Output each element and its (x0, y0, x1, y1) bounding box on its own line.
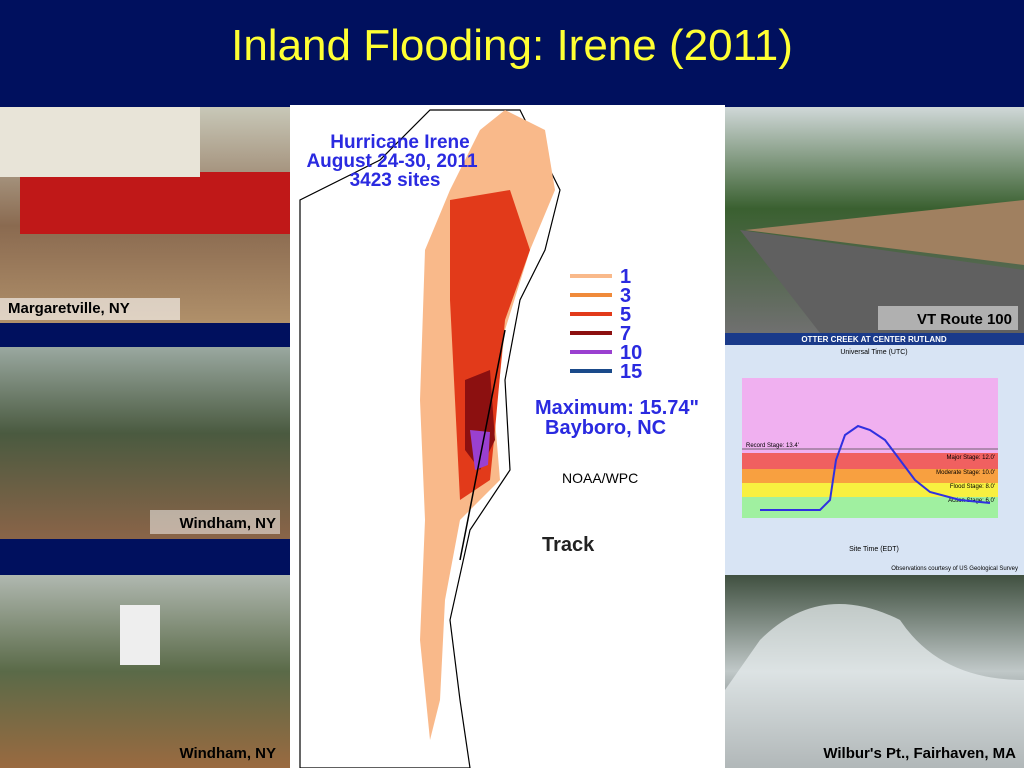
slide-title: Inland Flooding: Irene (2011) (231, 21, 793, 70)
stage-label: Flood Stage: 8.0' (950, 484, 995, 490)
caption-bg (150, 510, 280, 534)
track-line (459, 329, 506, 561)
photo-caption: VT Route 100 (917, 311, 1012, 328)
photo-detail (0, 107, 200, 177)
map-title: August 24-30, 2011 (306, 151, 478, 172)
legend-label: 15 (620, 361, 642, 383)
legend-label: 7 (620, 323, 631, 345)
legend-label: 10 (620, 342, 642, 364)
photo-detail (20, 172, 290, 234)
photo-caption: Windham, NY (179, 745, 276, 762)
photo-detail (120, 605, 160, 665)
map-location: Bayboro, NC (545, 417, 666, 439)
map-title: 3423 sites (350, 170, 441, 191)
legend-label: 1 (620, 266, 631, 288)
map-maximum: Maximum: 15.74" (535, 397, 699, 419)
rain-band (470, 430, 490, 470)
photo-detail (725, 604, 1024, 768)
map-source: NOAA/WPC (562, 470, 638, 486)
hydrograph-header (725, 333, 1024, 345)
photo (0, 575, 290, 768)
stage-label: Major Stage: 12.0' (946, 455, 995, 461)
photo-detail (745, 200, 1024, 265)
stage-band (742, 469, 998, 483)
photo (0, 347, 290, 539)
hydrograph-axis-label: Site Time (EDT) (849, 546, 899, 553)
photo-caption: Wilbur's Pt., Fairhaven, MA (823, 745, 1016, 762)
hydrograph-title: OTTER CREEK AT CENTER RUTLAND (801, 335, 947, 344)
legend-label: 3 (620, 285, 631, 307)
photo-caption: Margaretville, NY (8, 300, 130, 317)
stage-band (742, 497, 998, 518)
map-title: Hurricane Irene (330, 132, 469, 153)
record-label: Record Stage: 13.4' (746, 443, 799, 449)
legend-label: 5 (620, 304, 631, 326)
stage-label: Moderate Stage: 10.0' (936, 470, 995, 476)
hydrograph-credit: Observations courtesy of US Geological S… (891, 566, 1018, 572)
map-track-label: Track (542, 534, 595, 556)
photo-caption: Windham, NY (179, 515, 276, 532)
hydrograph-axis-label: Universal Time (UTC) (840, 349, 907, 356)
stage-band (742, 453, 998, 469)
caption-bg (0, 298, 180, 320)
caption-bg (878, 306, 1018, 330)
map-outline (299, 109, 561, 768)
hydrograph-curve (760, 424, 991, 511)
